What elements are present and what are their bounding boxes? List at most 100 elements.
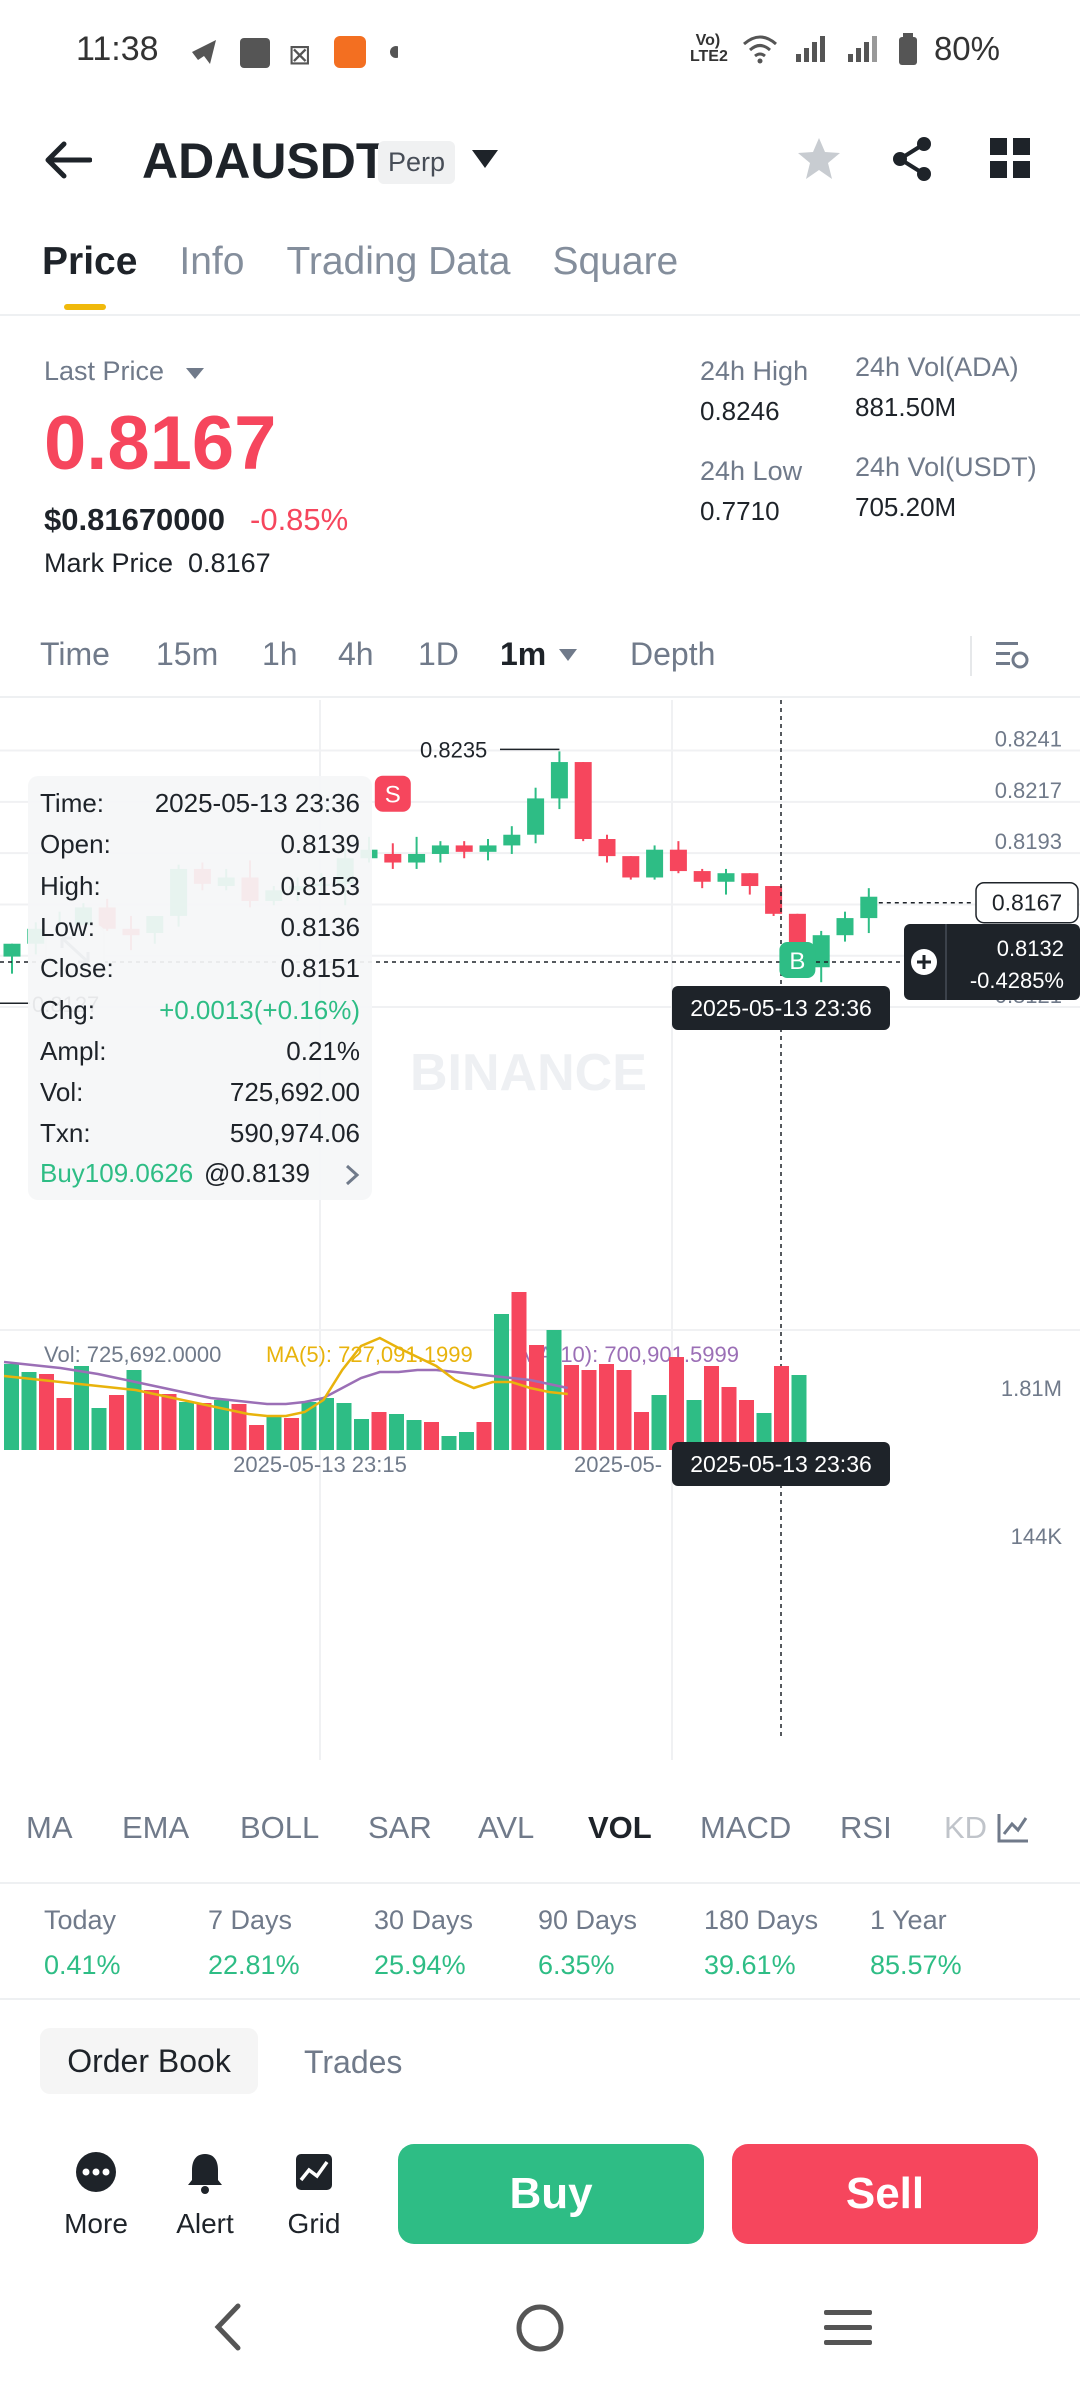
last-price-label[interactable]: Last Price <box>44 356 206 387</box>
marker-badge <box>779 942 816 978</box>
candle <box>812 930 830 983</box>
volume-x-tick: 2025-05-13 23:15 <box>233 1452 407 1477</box>
battery-icon <box>898 33 917 65</box>
usd-price: $0.81670000 <box>44 502 226 537</box>
tooltip-row: Chg: +0.0013(+0.16%) <box>40 995 360 1035</box>
indicator-rsi[interactable]: RSI <box>840 1810 892 1845</box>
tab-info[interactable]: Info <box>179 240 245 283</box>
share-icon[interactable] <box>890 136 936 182</box>
status-right: Vo) LTE2 80% <box>690 30 1000 68</box>
more-icon[interactable] <box>74 2150 118 2194</box>
indicator-vol[interactable]: VOL <box>588 1810 652 1845</box>
alert-label[interactable]: Alert <box>176 2208 234 2239</box>
performance-label: 30 Days <box>374 1905 474 1935</box>
tab-price[interactable]: Price <box>42 240 138 283</box>
candle <box>455 841 473 859</box>
candle-body <box>550 762 568 799</box>
more-notifications-icon <box>390 46 398 58</box>
volume-bar <box>739 1400 754 1450</box>
volume-bar <box>669 1357 684 1450</box>
indicator-chart-icon[interactable] <box>996 1812 1030 1844</box>
symbol-dropdown-icon[interactable] <box>470 148 500 170</box>
interval-depth[interactable]: Depth <box>630 636 716 672</box>
mark-price-value: 0.8167 <box>188 548 271 578</box>
mark-price: Mark Price 0.8167 <box>44 548 271 579</box>
grid-label[interactable]: Grid <box>287 2208 341 2239</box>
tooltip-key: Time: <box>40 788 105 818</box>
status-bar: 11:38 ⊠ Vo) LTE2 80% <box>0 0 1080 100</box>
tooltip-value: 0.21% <box>286 1035 360 1066</box>
tooltip-key: Close: <box>40 953 114 984</box>
alert-bell-icon[interactable] <box>183 2150 227 2194</box>
indicator-macd[interactable]: MACD <box>700 1810 792 1845</box>
indicator-avl[interactable]: AVL <box>478 1810 535 1845</box>
performance-value: 0.41% <box>44 1950 121 1980</box>
volume-bar <box>74 1366 89 1450</box>
back-arrow-icon[interactable] <box>44 140 92 180</box>
tab-trading-data[interactable]: Trading Data <box>286 240 511 283</box>
nav-menu-icon[interactable] <box>822 2308 874 2348</box>
watermark: BINANCE <box>410 1044 647 1102</box>
candle <box>550 751 568 810</box>
volume-bar <box>424 1422 439 1450</box>
grid-bot-icon[interactable] <box>292 2150 336 2194</box>
candle <box>836 911 854 942</box>
volume-x-tick: 2025-05- <box>574 1452 662 1477</box>
price-tick-label: 0.8193 <box>995 829 1062 854</box>
indicator-ma[interactable]: MA <box>26 1810 73 1845</box>
interval-4h[interactable]: 4h <box>338 636 374 672</box>
chevron-right-icon <box>345 1164 360 1186</box>
chart-settings-icon[interactable] <box>994 638 1030 674</box>
volume-bar <box>179 1402 194 1450</box>
favorite-star-icon[interactable] <box>796 136 842 182</box>
price-change-pct: -0.85% <box>250 502 349 537</box>
high-value: 0.8246 <box>700 396 780 426</box>
interval-time[interactable]: Time <box>40 636 110 672</box>
tooltip-value: 590,974.06 <box>229 1118 360 1149</box>
buy-marker[interactable]: B <box>779 942 816 978</box>
interval-1d[interactable]: 1D <box>418 636 459 672</box>
interval-1h[interactable]: 1h <box>262 636 298 672</box>
indicator-sar[interactable]: SAR <box>368 1810 432 1845</box>
volume-bar <box>546 1330 562 1450</box>
nav-home-icon[interactable] <box>514 2302 566 2354</box>
nav-back-icon[interactable] <box>208 2302 248 2352</box>
sell-button[interactable]: Sell <box>732 2144 1038 2244</box>
vol-ada-value: 881.50M <box>855 392 957 422</box>
volume-bar <box>441 1436 457 1450</box>
tab-square[interactable]: Square <box>552 240 679 283</box>
more-label[interactable]: More <box>64 2208 128 2239</box>
tooltip-value: 0.8139 <box>280 829 360 860</box>
signal-2-icon <box>847 36 877 62</box>
interval-1m[interactable]: 1m <box>500 636 547 672</box>
sell-marker[interactable]: S <box>374 775 411 812</box>
volume-bar <box>459 1432 474 1450</box>
tab-trades[interactable]: Trades <box>304 2044 403 2080</box>
tooltip-row: Close: 0.8151 <box>40 953 360 993</box>
candle <box>3 943 21 974</box>
tooltip-key: Vol: <box>40 1077 84 1108</box>
candle-body <box>836 918 854 936</box>
symbol-title[interactable]: ADAUSDT <box>142 133 387 189</box>
tooltip-trade-row[interactable]: Buy109.0626 @0.8139 <box>40 1158 360 1198</box>
volume-bar <box>686 1400 702 1450</box>
volume-bar <box>529 1345 544 1450</box>
indicator-ema[interactable]: EMA <box>122 1810 190 1845</box>
interval-dropdown-icon[interactable] <box>558 648 578 662</box>
candle <box>479 839 497 861</box>
volume-bar <box>599 1364 614 1450</box>
volume-bar <box>21 1372 37 1450</box>
performance-label: 180 Days <box>704 1905 819 1935</box>
candle <box>741 873 759 895</box>
grid-menu-icon[interactable] <box>990 138 1030 178</box>
indicator-kd[interactable]: KD <box>944 1810 988 1845</box>
buy-button[interactable]: Buy <box>398 2144 704 2244</box>
interval-15m[interactable]: 15m <box>156 636 219 672</box>
candle-body <box>741 873 759 887</box>
tab-order-book[interactable]: Order Book <box>40 2028 258 2094</box>
volume-bars <box>4 1292 807 1450</box>
crosshair-time: 2025-05-13 23:36 <box>690 995 872 1021</box>
candle-body <box>669 849 687 872</box>
indicator-boll[interactable]: BOLL <box>240 1810 320 1845</box>
crosshair-price: 0.8132 <box>997 936 1064 961</box>
